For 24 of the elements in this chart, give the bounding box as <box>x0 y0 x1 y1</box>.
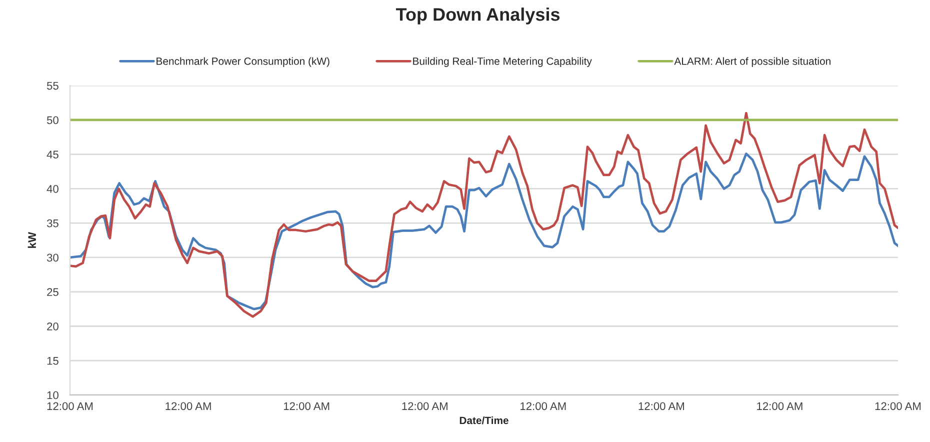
x-tick-label: 12:00 AM <box>875 402 921 410</box>
legend-label: ALARM: Alert of possible situation <box>674 57 830 67</box>
y-tick-label: 15 <box>47 357 58 365</box>
x-tick-label: 12:00 AM <box>757 402 802 410</box>
legend-label: Benchmark Power Consumption (kW) <box>156 57 330 67</box>
y-tick-label: 20 <box>47 322 58 330</box>
y-tick-label: 25 <box>47 288 58 296</box>
chart-title: Top Down Analysis <box>396 8 560 24</box>
legend-label: Building Real-Time Metering Capability <box>413 57 592 67</box>
x-tick-label: 12:00 AM <box>638 402 684 410</box>
y-tick-label: 40 <box>46 185 58 193</box>
y-axis-title: kW <box>28 232 36 248</box>
x-tick-label: 12:00 AM <box>402 402 448 410</box>
x-tick-label: 12:00 AM <box>520 402 566 410</box>
y-tick-label: 50 <box>46 116 58 124</box>
y-tick-label: 35 <box>46 219 58 228</box>
y-tick-label: 45 <box>46 150 58 158</box>
x-axis-title: Date/Time <box>460 416 508 424</box>
x-tick-label: 12:00 AM <box>47 402 93 410</box>
y-tick-label: 55 <box>46 82 58 90</box>
x-tick-label: 12:00 AM <box>284 402 330 410</box>
y-tick-label: 30 <box>46 254 58 262</box>
y-tick-label: 10 <box>47 391 58 400</box>
x-tick-label: 12:00 AM <box>166 402 211 410</box>
